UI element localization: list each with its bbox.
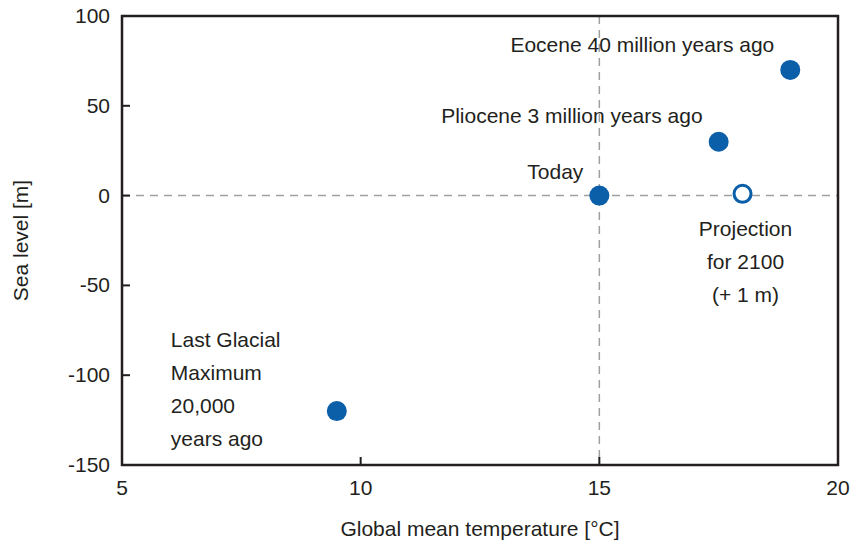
reference-line-x xyxy=(599,16,601,465)
point-label: Pliocene 3 million years ago xyxy=(441,104,702,127)
data-point xyxy=(589,186,609,206)
y-tick xyxy=(122,105,130,107)
y-tick-label: -150 xyxy=(68,453,110,476)
y-tick xyxy=(122,374,130,376)
y-tick-label: -100 xyxy=(68,363,110,386)
y-tick xyxy=(122,284,130,286)
plot-frame xyxy=(122,16,838,465)
y-tick xyxy=(122,15,130,17)
reference-line-y xyxy=(122,195,838,197)
x-tick xyxy=(598,457,600,465)
y-tick xyxy=(122,464,130,466)
point-label: Last GlacialMaximum20,000years ago xyxy=(171,328,281,450)
x-tick-label: 15 xyxy=(588,476,611,499)
y-tick-label: 0 xyxy=(98,184,110,207)
x-axis-label: Global mean temperature [°C] xyxy=(340,517,619,540)
point-label: Today xyxy=(527,160,584,183)
y-axis-label: Sea level [m] xyxy=(9,180,32,301)
reference-lines xyxy=(122,16,838,465)
x-tick-label: 5 xyxy=(116,476,128,499)
data-point xyxy=(327,401,347,421)
point-label: Eocene 40 million years ago xyxy=(510,33,774,56)
x-tick xyxy=(360,457,362,465)
x-tick xyxy=(837,457,839,465)
x-tick xyxy=(121,457,123,465)
x-tick-label: 20 xyxy=(826,476,849,499)
x-tick-label: 10 xyxy=(349,476,372,499)
y-tick xyxy=(122,195,130,197)
y-tick-label: 100 xyxy=(75,4,110,27)
y-tick-label: -50 xyxy=(80,273,110,296)
data-point xyxy=(780,60,800,80)
data-point xyxy=(734,185,751,202)
data-point xyxy=(709,132,729,152)
y-tick-label: 50 xyxy=(87,94,110,117)
chart: 5 10 15 20 -150 -100 -50 0 50 100 Global mean temp… xyxy=(0,0,852,548)
point-label: Projectionfor 2100(+ 1 m) xyxy=(699,217,792,306)
points xyxy=(327,60,800,421)
